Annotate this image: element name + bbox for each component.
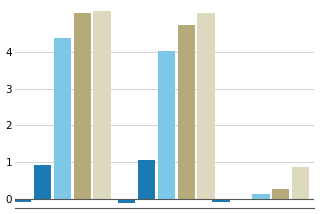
Bar [53,38,71,199]
Bar [74,13,91,199]
Bar [272,189,290,199]
Bar [138,160,155,199]
Bar [178,25,195,199]
Bar [14,199,31,202]
Bar [93,11,111,199]
Bar [292,167,309,199]
Bar [34,165,51,199]
Bar [118,199,135,203]
Bar [212,199,230,202]
Bar [252,195,269,199]
Bar [197,13,215,199]
Bar [158,51,175,199]
